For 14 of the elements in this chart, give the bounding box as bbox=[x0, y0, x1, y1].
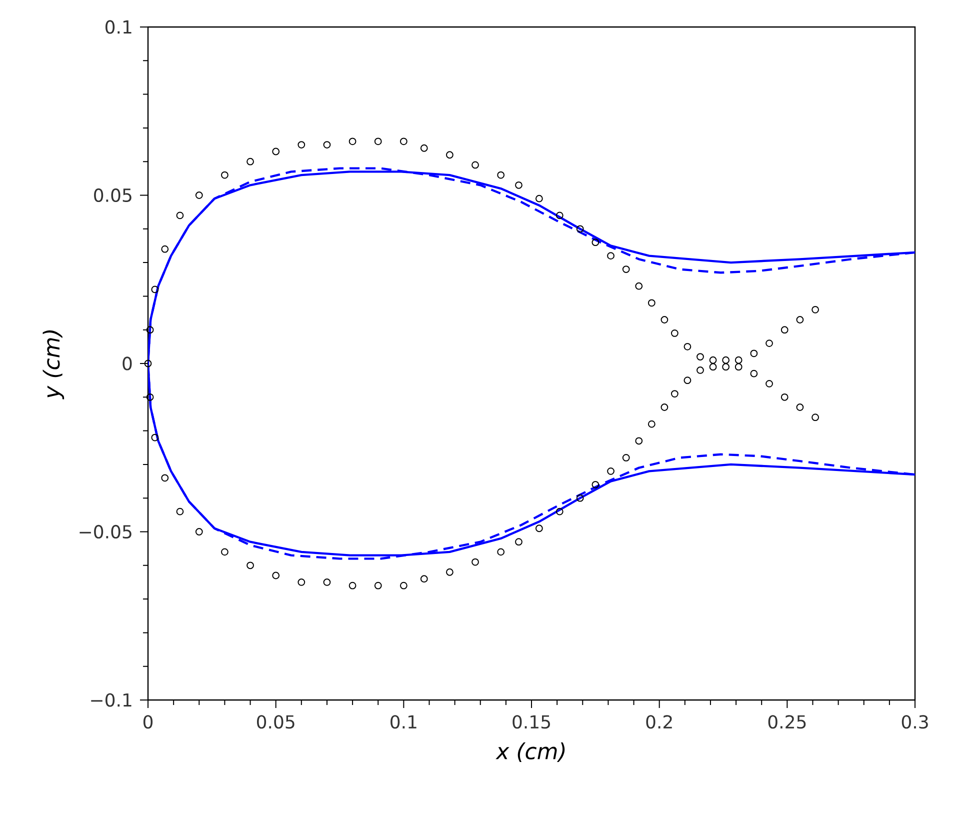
x-tick-label: 0.2 bbox=[646, 715, 672, 729]
y-tick-label: −0.1 bbox=[91, 693, 132, 707]
x-tick-label: 0.15 bbox=[512, 715, 550, 729]
x-axis-title: x (cm) bbox=[496, 742, 565, 762]
y-axis-title: y (cm) bbox=[42, 330, 64, 400]
y-tick-label: 0.1 bbox=[106, 20, 132, 34]
x-tick-label: 0 bbox=[143, 715, 153, 729]
x-tick-label: 0.25 bbox=[768, 715, 806, 729]
y-tick-label: 0.05 bbox=[94, 188, 132, 202]
y-tick-label: 0 bbox=[122, 356, 132, 370]
y-tick-label: −0.05 bbox=[80, 524, 132, 539]
x-tick-label: 0.3 bbox=[902, 715, 928, 729]
x-tick-label: 0.05 bbox=[256, 715, 294, 729]
x-tick-label: 0.1 bbox=[390, 715, 416, 729]
